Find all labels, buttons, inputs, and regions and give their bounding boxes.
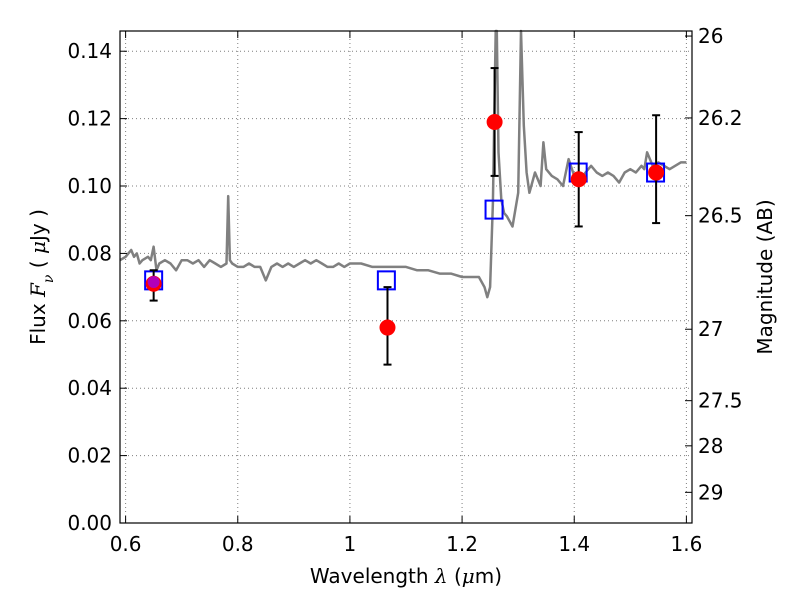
y2-tick-label: 26.5 bbox=[698, 204, 743, 228]
data-point bbox=[648, 164, 665, 181]
data-point bbox=[379, 319, 396, 336]
data-point bbox=[486, 113, 503, 130]
x-tick-label: 1.6 bbox=[670, 532, 702, 556]
spectrum-series bbox=[119, 29, 687, 299]
x-tick-label: 0.6 bbox=[110, 532, 142, 556]
y2-tick-label: 28 bbox=[698, 434, 723, 458]
x-tick-label: 1.4 bbox=[558, 532, 590, 556]
ticks bbox=[120, 31, 692, 524]
y2-tick-label: 26 bbox=[698, 24, 723, 48]
y-tick-label: 0.06 bbox=[67, 309, 112, 333]
x-tick-label: 1.2 bbox=[446, 532, 478, 556]
spectrum-line bbox=[119, 29, 687, 299]
y-axis-title: Flux Fν ( μJy ) bbox=[26, 209, 57, 345]
markers bbox=[144, 67, 666, 366]
data-point bbox=[570, 171, 587, 188]
grid bbox=[120, 31, 692, 524]
model-square-marker bbox=[484, 199, 504, 220]
y-tick-label: 0.08 bbox=[67, 241, 112, 265]
y2-tick-label: 29 bbox=[698, 480, 723, 504]
x-axis-title: Wavelength λ (μm) bbox=[310, 564, 502, 588]
y2-axis-title: Magnitude (AB) bbox=[753, 199, 777, 354]
x-tick-label: 1 bbox=[344, 532, 357, 556]
x-tick-label: 0.8 bbox=[222, 532, 254, 556]
y-tick-label: 0.14 bbox=[67, 39, 112, 63]
y-tick-label: 0.12 bbox=[67, 107, 112, 131]
y-tick-label: 0.10 bbox=[67, 174, 112, 198]
model-square-marker bbox=[376, 270, 396, 291]
y2-tick-label: 27 bbox=[698, 317, 723, 341]
y2-tick-label: 26.2 bbox=[698, 106, 743, 130]
highlight-point bbox=[147, 276, 160, 289]
y-tick-label: 0.02 bbox=[67, 444, 112, 468]
tick-labels: 0.6 0.8 1 1.2 1.4 1.6 0.00 0.02 0.04 0.06 0.08 0.10… bbox=[67, 24, 742, 556]
y-tick-label: 0.00 bbox=[67, 511, 112, 535]
plot-frame bbox=[119, 30, 693, 524]
y-tick-label: 0.04 bbox=[67, 376, 112, 400]
y2-tick-label: 27.5 bbox=[698, 389, 743, 413]
